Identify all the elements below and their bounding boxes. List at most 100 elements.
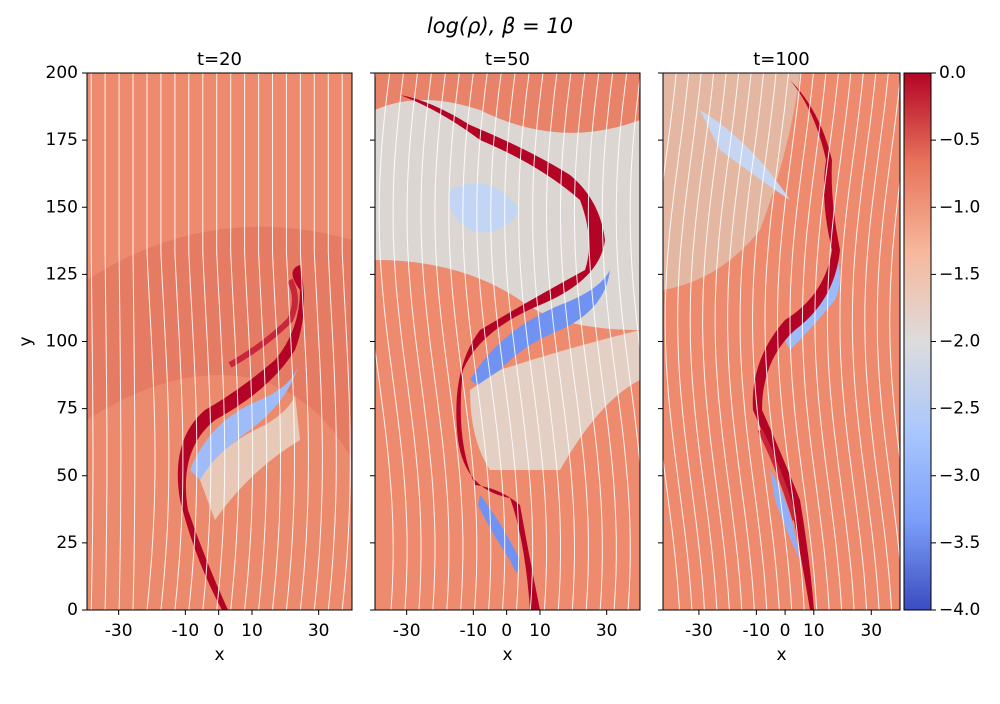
streamline <box>573 73 603 610</box>
y-tick-label: 50 <box>56 466 78 486</box>
colorbar-tick-label: −2.5 <box>939 399 980 419</box>
x-tick-label: -10 <box>742 621 770 641</box>
streamline <box>545 73 576 610</box>
streamline <box>739 73 768 610</box>
panel-title: t=50 <box>485 49 530 70</box>
x-tick-label: 0 <box>780 621 791 641</box>
x-axis-label: x <box>502 645 512 665</box>
x-tick-label: 30 <box>308 621 330 641</box>
streamline <box>677 73 705 610</box>
streamline <box>826 73 855 610</box>
streamline <box>751 73 780 610</box>
x-tick-label: -30 <box>393 621 421 641</box>
streamline <box>587 73 617 610</box>
streamline-group <box>663 73 900 610</box>
x-tick-label: -30 <box>685 621 713 641</box>
panel-title: t=20 <box>197 49 242 70</box>
panel-title: t=100 <box>753 49 810 70</box>
x-axis-label: x <box>776 645 786 665</box>
y-tick-label: 200 <box>46 63 78 83</box>
streamline <box>341 73 351 610</box>
streamline <box>714 73 743 610</box>
streamline <box>789 73 818 610</box>
colorbar-tick-label: −0.5 <box>939 130 980 150</box>
streamline <box>839 73 868 610</box>
streamline <box>727 73 755 610</box>
colorbar-tick-label: −2.0 <box>939 332 980 352</box>
streamline <box>146 73 156 610</box>
colorbar-tick-label: −1.5 <box>939 264 980 284</box>
streamline <box>629 73 640 353</box>
y-tick-label: 75 <box>56 399 78 419</box>
streamline <box>90 73 94 610</box>
streamline <box>448 73 478 610</box>
streamline <box>202 73 212 610</box>
streamline <box>230 73 240 610</box>
colorbar-tick-label: −3.0 <box>939 466 980 486</box>
chart-title: log(ρ), β = 10 <box>427 14 573 38</box>
x-tick-label: 0 <box>501 621 512 641</box>
streamline <box>188 73 198 610</box>
x-tick-label: -10 <box>459 621 487 641</box>
streamline <box>375 73 394 610</box>
field-panel-3 <box>663 73 900 610</box>
field-panel-2 <box>375 73 640 610</box>
streamline <box>174 73 184 610</box>
x-tick-label: 0 <box>213 621 224 641</box>
streamline <box>663 73 680 610</box>
streamline <box>702 73 730 610</box>
streamline <box>392 73 422 610</box>
streamline <box>118 73 122 610</box>
streamline <box>406 73 436 610</box>
streamline <box>504 73 534 610</box>
x-tick-label: 10 <box>529 621 551 641</box>
x-tick-label: -10 <box>171 621 199 641</box>
streamline <box>864 73 892 610</box>
colorbar-tick-label: −1.0 <box>939 197 980 217</box>
streamline-group <box>375 73 640 610</box>
streamline <box>889 177 900 463</box>
streamline <box>327 73 337 610</box>
x-tick-label: 10 <box>803 621 825 641</box>
streamline <box>559 73 589 610</box>
streamline <box>378 73 408 610</box>
streamline <box>490 73 520 610</box>
streamline <box>476 73 506 610</box>
streamline <box>776 73 805 610</box>
streamline <box>434 73 464 610</box>
y-axis-label: y <box>16 336 36 346</box>
y-tick-label: 100 <box>46 332 78 352</box>
streamline <box>299 73 309 610</box>
streamline <box>132 73 136 610</box>
x-tick-label: 10 <box>241 621 263 641</box>
colorbar <box>904 73 931 610</box>
colorbar-tick-label: 0.0 <box>939 63 966 83</box>
streamline <box>420 73 450 610</box>
colorbar-tick-label: −4.0 <box>939 600 980 620</box>
streamline <box>258 73 268 610</box>
y-tick-label: 125 <box>46 264 78 284</box>
streamline <box>615 73 640 470</box>
streamline <box>160 73 170 610</box>
streamline <box>285 73 295 610</box>
x-tick-label: -30 <box>105 621 133 641</box>
colorbar-tick-label: −3.5 <box>939 533 980 553</box>
streamline <box>814 73 843 610</box>
streamline <box>801 73 830 610</box>
y-tick-label: 175 <box>46 130 78 150</box>
streamline <box>462 73 492 610</box>
x-tick-label: 30 <box>596 621 618 641</box>
streamline <box>764 73 793 610</box>
streamline <box>313 73 323 610</box>
y-tick-label: 150 <box>46 197 78 217</box>
streamline <box>104 73 108 610</box>
x-tick-label: 30 <box>860 621 882 641</box>
streamline <box>689 73 718 610</box>
field-panel-1 <box>87 73 352 610</box>
streamline <box>601 73 631 610</box>
streamline <box>216 73 226 610</box>
x-axis-label: x <box>214 645 224 665</box>
streamline <box>876 74 900 566</box>
streamline <box>851 73 880 610</box>
